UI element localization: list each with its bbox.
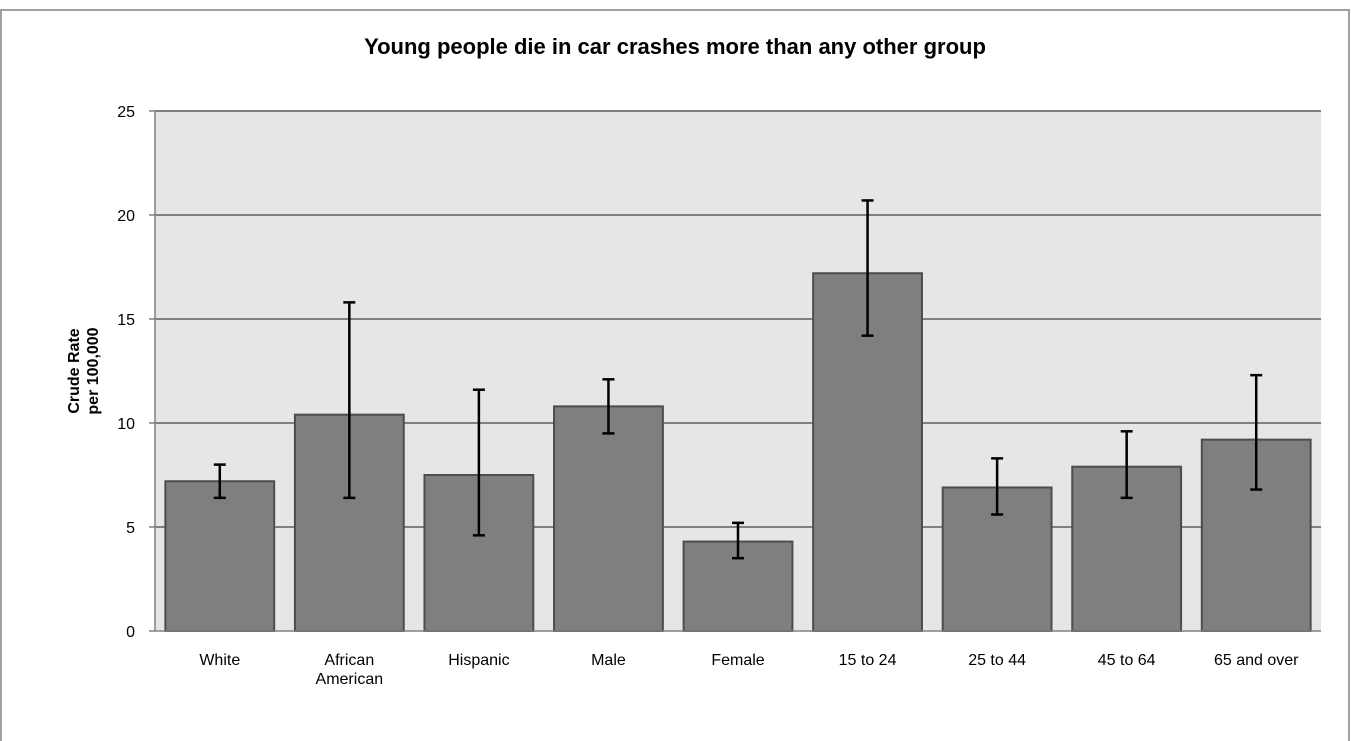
bar-3 — [553, 405, 664, 632]
y-axis-label-line: per 100,000 — [85, 327, 102, 414]
x-tick-label-5: 15 to 24 — [839, 652, 897, 669]
x-tick-label-4: Female — [711, 652, 764, 669]
x-tick-label-0: White — [199, 652, 240, 669]
y-tick-label-25: 25 — [117, 104, 135, 121]
x-tick-label-line: 15 to 24 — [839, 652, 897, 669]
y-tick-label-5: 5 — [126, 520, 135, 537]
x-tick-labels: White African American Hispanic Male Female 15… — [199, 652, 1299, 688]
y-tick-labels: 0 5 10 15 20 25 — [117, 104, 135, 641]
x-tick-label-8: 65 and over — [1214, 652, 1299, 669]
y-tick-label-20: 20 — [117, 208, 135, 225]
y-tick-label-10: 10 — [117, 416, 135, 433]
y-tick-label-15: 15 — [117, 312, 135, 329]
x-tick-label-line: 65 and over — [1214, 652, 1299, 669]
y-axis-label: Crude Rate per 100,000 — [66, 327, 102, 414]
x-tick-label-7: 45 to 64 — [1098, 652, 1156, 669]
x-tick-label-2: Hispanic — [448, 652, 509, 669]
x-tick-label-line: Hispanic — [448, 652, 509, 669]
x-tick-label-line: 45 to 64 — [1098, 652, 1156, 669]
x-tick-label-line: Male — [591, 652, 626, 669]
x-tick-label-line: White — [199, 652, 240, 669]
x-tick-label-line: 25 to 44 — [968, 652, 1026, 669]
y-tick-label-0: 0 — [126, 624, 135, 641]
x-tick-label-6: 25 to 44 — [968, 652, 1026, 669]
chart-title: Young people die in car crashes more tha… — [364, 34, 986, 59]
y-axis-label-line: Crude Rate — [66, 328, 83, 413]
error-bars — [213, 199, 1263, 560]
x-tick-label-line: Female — [711, 652, 764, 669]
x-tick-label-3: Male — [591, 652, 626, 669]
x-tick-label-line: American — [316, 671, 384, 688]
x-tick-label-line: African — [324, 652, 374, 669]
axes — [149, 110, 1321, 632]
bar-0 — [164, 480, 276, 632]
x-tick-label-1: African American — [316, 652, 384, 688]
